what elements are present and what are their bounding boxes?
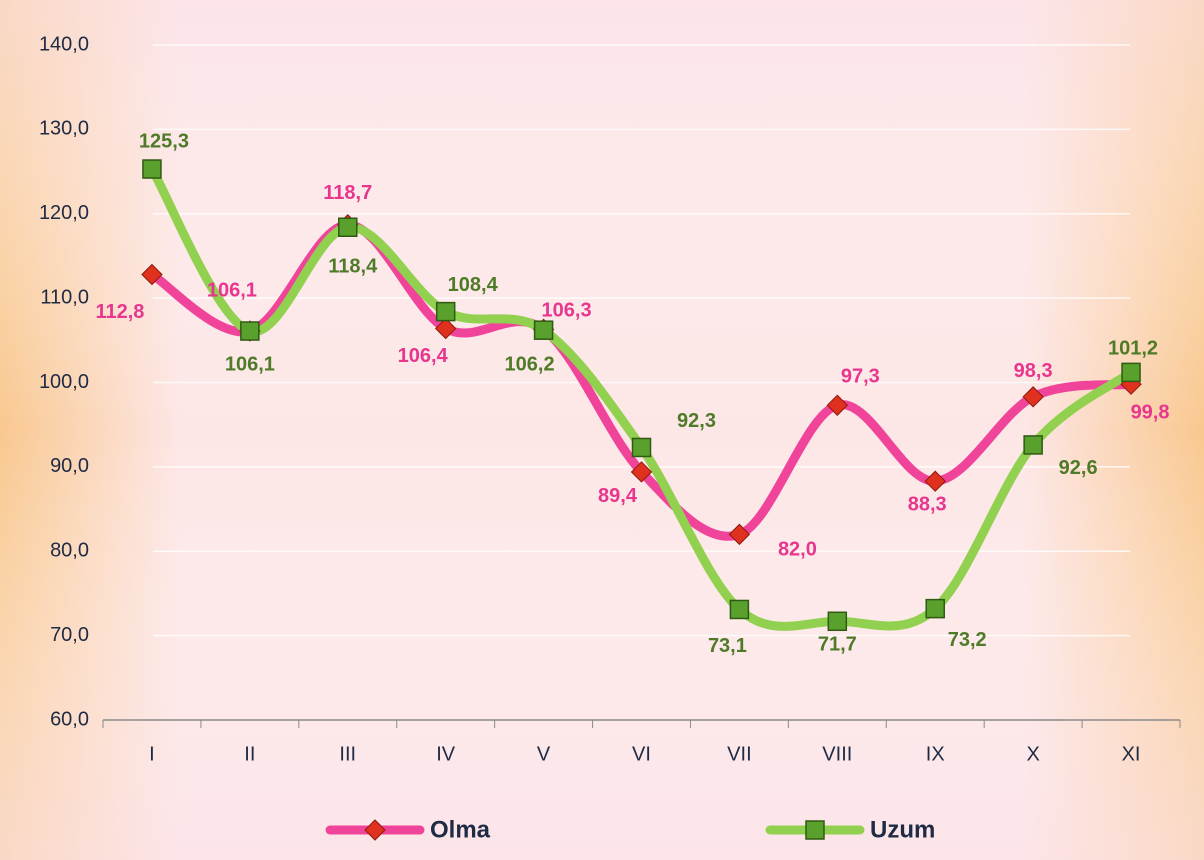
marker — [1122, 363, 1140, 381]
data-label: 98,3 — [1014, 360, 1053, 382]
data-label: 112,8 — [95, 301, 144, 323]
data-label: 125,3 — [139, 130, 189, 152]
legend-marker — [806, 821, 824, 839]
marker — [828, 612, 846, 630]
data-label: 73,1 — [708, 635, 747, 657]
y-tick-label: 90,0 — [50, 455, 89, 477]
y-tick-label: 60,0 — [50, 708, 89, 730]
x-tick-label: VIII — [822, 743, 852, 765]
data-label: 89,4 — [598, 485, 638, 507]
x-tick-label: VII — [727, 743, 751, 765]
data-label: 106,4 — [398, 345, 449, 367]
x-tick-label: VI — [632, 743, 651, 765]
data-label: 92,3 — [677, 410, 716, 432]
data-label: 106,2 — [505, 353, 555, 375]
page: 60,0 70,0 80,0 90,0 100,0 110,0 120,0 130,0 140,… — [0, 0, 1204, 860]
data-label: 106,1 — [207, 279, 257, 301]
y-tick-label: 120,0 — [39, 202, 89, 224]
marker — [437, 303, 455, 321]
data-label: 97,3 — [841, 366, 880, 388]
y-tick-label: 130,0 — [39, 118, 89, 140]
data-label: 92,6 — [1059, 457, 1098, 479]
data-label: 118,4 — [328, 256, 378, 278]
legend-label: Uzum — [870, 816, 935, 843]
x-tick-label: X — [1026, 743, 1039, 765]
data-label: 106,3 — [542, 300, 592, 322]
marker — [339, 218, 357, 236]
marker — [143, 160, 161, 178]
y-tick-label: 70,0 — [50, 624, 89, 646]
y-tick-label: 100,0 — [39, 371, 89, 393]
x-tick-label: XI — [1122, 743, 1141, 765]
data-label: 73,2 — [948, 629, 987, 651]
x-tick-label: IX — [926, 743, 945, 765]
y-tick-label: 80,0 — [50, 540, 89, 562]
data-label: 99,8 — [1131, 401, 1170, 423]
legend-label: Olma — [430, 816, 491, 843]
marker — [926, 600, 944, 618]
y-tick-label: 140,0 — [39, 33, 89, 55]
data-label: 71,7 — [818, 634, 857, 656]
x-tick-label: II — [244, 743, 255, 765]
marker — [1024, 436, 1042, 454]
x-tick-label: I — [149, 743, 155, 765]
data-label: 101,2 — [1108, 338, 1158, 360]
marker — [633, 438, 651, 456]
data-label: 108,4 — [448, 274, 499, 296]
marker — [535, 321, 553, 339]
data-label: 118,7 — [323, 182, 372, 204]
marker — [730, 600, 748, 618]
chart: 60,0 70,0 80,0 90,0 100,0 110,0 120,0 130,0 140,… — [0, 0, 1204, 860]
data-label: 82,0 — [778, 539, 817, 561]
x-tick-label: V — [537, 743, 551, 765]
x-tick-label: IV — [436, 743, 456, 765]
x-tick-label: III — [339, 743, 356, 765]
data-label: 106,1 — [225, 353, 275, 375]
data-label: 88,3 — [908, 494, 947, 516]
y-tick-label: 110,0 — [40, 286, 89, 308]
marker — [241, 322, 259, 340]
